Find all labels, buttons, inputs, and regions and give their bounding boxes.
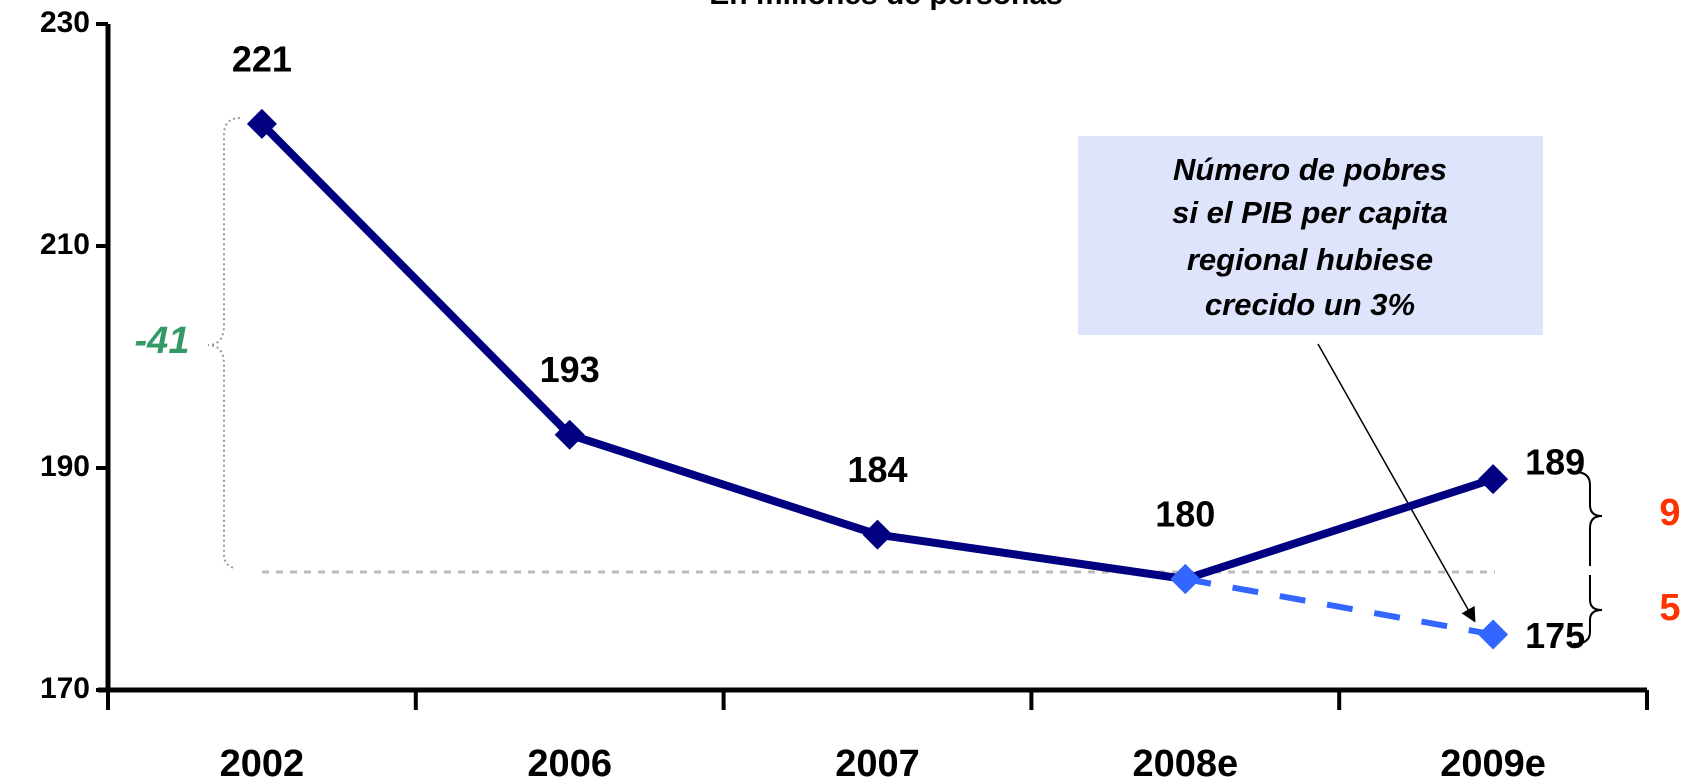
y-tick-label: 170 xyxy=(40,672,90,705)
x-tick-label: 2009e xyxy=(1440,743,1546,784)
callout-box xyxy=(1078,136,1543,335)
value-label: 193 xyxy=(540,349,600,390)
x-tick-label: 2007 xyxy=(835,743,920,784)
callout-text: regional hubiese xyxy=(1187,242,1433,277)
y-tick-label: 230 xyxy=(40,6,90,39)
point xyxy=(554,419,585,450)
x-tick-label: 2002 xyxy=(220,743,305,784)
annotation: 5 xyxy=(1659,587,1680,629)
x-tick-label: 2008e xyxy=(1132,743,1238,784)
point xyxy=(1478,464,1509,495)
point xyxy=(1478,619,1509,650)
callout-text: Número de pobres xyxy=(1173,152,1447,187)
callout-arrow xyxy=(1317,343,1476,623)
y-tick-label: 210 xyxy=(40,228,90,261)
annotation: -41 xyxy=(135,320,190,362)
brace xyxy=(207,117,241,569)
callout-text: crecido un 3% xyxy=(1205,287,1415,322)
value-label: 180 xyxy=(1155,494,1215,535)
series-line xyxy=(1184,576,1494,638)
point xyxy=(246,108,277,139)
y-tick-label: 190 xyxy=(40,450,90,483)
point xyxy=(1170,564,1201,594)
callout-text: si el PIB per capita xyxy=(1172,195,1448,230)
x-tick-label: 2006 xyxy=(527,743,612,784)
brace xyxy=(1572,471,1603,645)
value-label: 189 xyxy=(1525,442,1585,483)
value-label: 184 xyxy=(847,449,907,490)
value-label: 175 xyxy=(1525,615,1585,656)
point xyxy=(862,519,893,550)
annotation: 9 xyxy=(1659,492,1680,534)
chart-title: En millones de personas xyxy=(709,0,1062,11)
value-label: 221 xyxy=(232,38,292,79)
